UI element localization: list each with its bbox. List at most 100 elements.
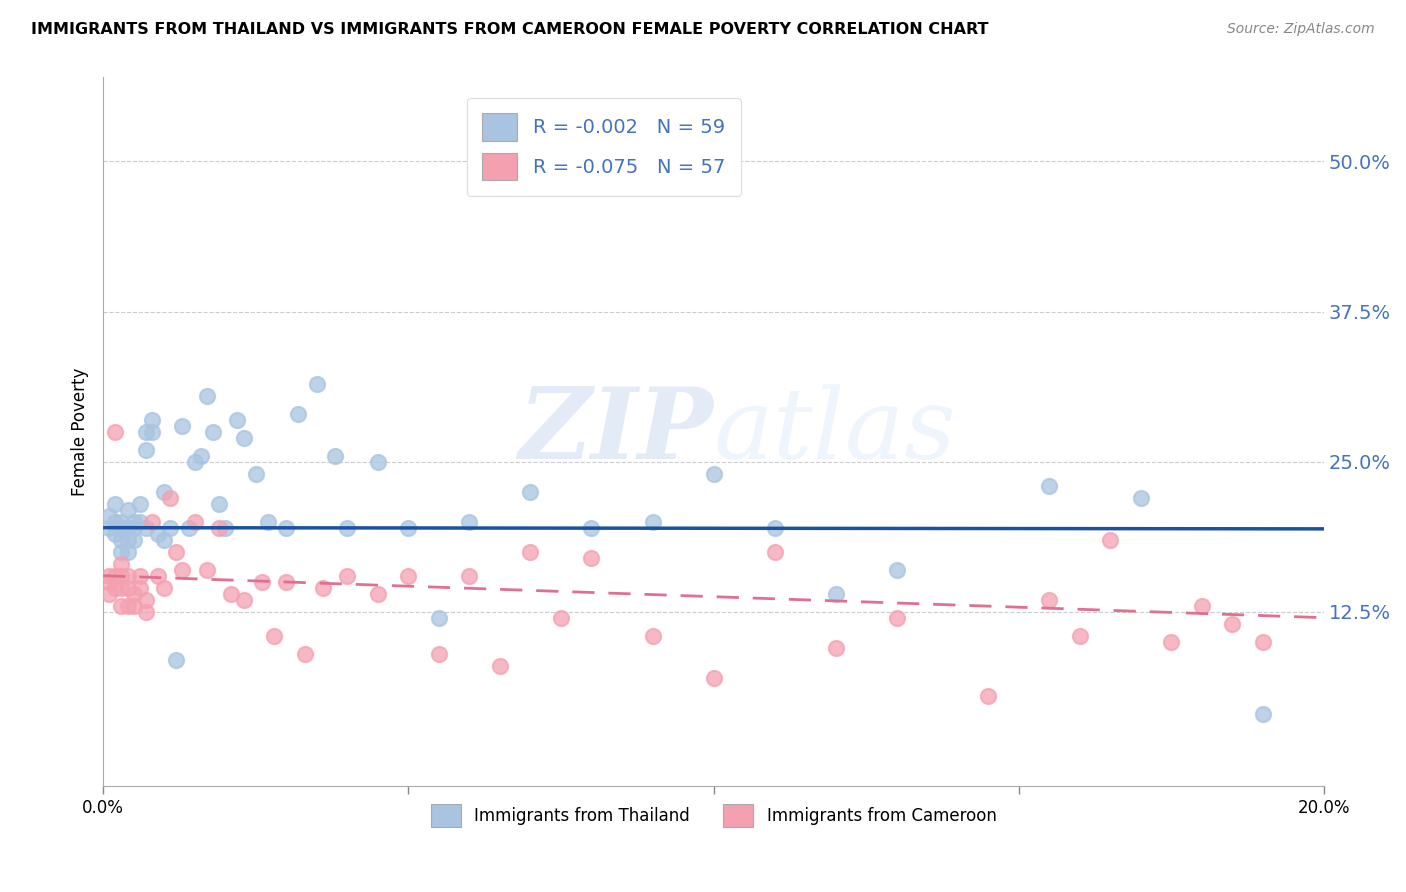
Point (396, 521, 419, 535)
Point (98, 508, 121, 523)
Point (257, 515, 280, 529)
Point (336, 568, 359, 582)
Point (489, 658, 512, 673)
Point (98, 587, 121, 601)
Point (110, 599, 132, 613)
Y-axis label: Female Poverty: Female Poverty (72, 368, 89, 496)
Point (117, 521, 139, 535)
Point (141, 412, 163, 426)
Point (312, 581, 335, 595)
Point (519, 484, 541, 499)
Point (824, 640, 846, 655)
Point (323, 449, 346, 463)
Point (641, 629, 664, 643)
Point (128, 515, 150, 529)
Point (128, 497, 150, 511)
Point (201, 425, 224, 439)
Point (153, 533, 176, 547)
Point (977, 689, 1000, 703)
Point (641, 515, 664, 529)
Point (581, 521, 603, 535)
Point (128, 581, 150, 595)
Point (763, 544, 786, 558)
Point (550, 610, 572, 624)
Point (135, 521, 157, 535)
Point (177, 521, 200, 535)
Text: IMMIGRANTS FROM THAILAND VS IMMIGRANTS FROM CAMEROON FEMALE POVERTY CORRELATION : IMMIGRANTS FROM THAILAND VS IMMIGRANTS F… (31, 22, 988, 37)
Point (98, 574, 121, 589)
Point (159, 521, 181, 535)
Point (208, 497, 231, 511)
Point (886, 563, 908, 577)
Point (104, 425, 127, 439)
Point (232, 431, 254, 445)
Point (427, 610, 450, 624)
Point (117, 568, 139, 582)
Text: ZIP: ZIP (519, 384, 714, 480)
Point (287, 407, 309, 421)
Point (276, 574, 298, 589)
Point (195, 388, 218, 402)
Point (104, 497, 127, 511)
Point (1251, 706, 1274, 721)
Point (153, 581, 176, 595)
Point (110, 544, 132, 558)
Point (396, 568, 419, 582)
Point (159, 491, 181, 505)
Point (104, 568, 127, 582)
Point (367, 455, 389, 469)
Point (824, 587, 846, 601)
Point (110, 557, 132, 571)
Point (703, 671, 725, 685)
Point (519, 544, 541, 558)
Point (104, 526, 127, 541)
Point (122, 521, 145, 535)
Point (1038, 478, 1060, 492)
Point (98, 568, 121, 582)
Point (1160, 634, 1182, 648)
Point (232, 592, 254, 607)
Point (581, 550, 603, 565)
Point (98, 521, 121, 535)
Point (117, 533, 139, 547)
Point (763, 521, 786, 535)
Point (886, 610, 908, 624)
Point (135, 592, 157, 607)
Point (110, 533, 132, 547)
Point (1129, 491, 1152, 505)
Point (458, 568, 481, 582)
Text: atlas: atlas (714, 384, 956, 479)
Point (165, 544, 187, 558)
Point (110, 581, 132, 595)
Point (1099, 533, 1122, 547)
Point (458, 515, 481, 529)
Point (172, 563, 194, 577)
Point (146, 568, 169, 582)
Point (190, 449, 212, 463)
Point (367, 587, 389, 601)
Point (294, 647, 316, 661)
Point (135, 442, 157, 457)
Point (146, 526, 169, 541)
Point (110, 568, 132, 582)
Point (195, 563, 218, 577)
Point (117, 544, 139, 558)
Point (263, 629, 285, 643)
Point (172, 418, 194, 433)
Text: Source: ZipAtlas.com: Source: ZipAtlas.com (1227, 22, 1375, 37)
Point (336, 521, 359, 535)
Point (141, 425, 163, 439)
Point (183, 455, 205, 469)
Point (427, 647, 450, 661)
Point (122, 533, 145, 547)
Point (117, 502, 139, 516)
Point (226, 412, 249, 426)
Point (122, 587, 145, 601)
Legend: Immigrants from Thailand, Immigrants from Cameroon: Immigrants from Thailand, Immigrants fro… (425, 797, 1002, 834)
Point (104, 515, 127, 529)
Point (135, 425, 157, 439)
Point (305, 376, 328, 391)
Point (110, 521, 132, 535)
Point (122, 515, 145, 529)
Point (122, 599, 145, 613)
